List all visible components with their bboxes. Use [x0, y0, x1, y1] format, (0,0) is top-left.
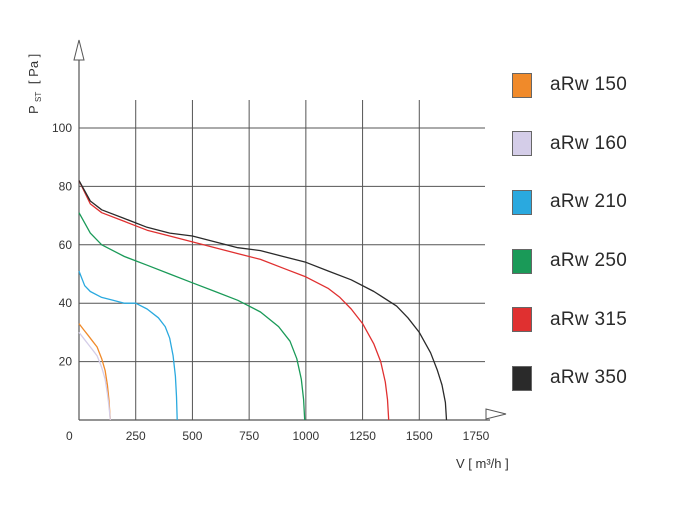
x-axis-arrow-icon: [485, 408, 507, 420]
origin-label: 0: [66, 429, 73, 443]
y-axis-label-unit: [ Pa ]: [26, 54, 41, 84]
legend-swatch: [512, 131, 532, 157]
legend-item: aRw 350: [512, 349, 672, 408]
y-tick-label: 80: [59, 179, 73, 193]
grid-lines: [79, 100, 485, 420]
legend-swatch: [512, 189, 532, 215]
legend: aRw 150 aRw 160 aRw 210 aRw 250 aRw 315 aRw 3…: [512, 56, 672, 408]
legend-label: aRw 160: [550, 132, 628, 154]
y-tick-label: 60: [59, 238, 73, 252]
series-line-1: [78, 332, 111, 421]
legend-label: aRw 315: [550, 308, 628, 330]
legend-item: aRw 315: [512, 290, 672, 349]
legend-label: aRw 150: [550, 74, 628, 96]
axes: [73, 39, 507, 421]
x-tick-label: 1750: [463, 429, 490, 443]
x-tick-label: 1000: [293, 429, 320, 443]
x-axis-label: V [ m³/h ]: [456, 456, 509, 471]
series-line-3: [78, 212, 306, 421]
series-curves: [78, 180, 448, 421]
legend-swatch: [512, 307, 532, 333]
series-line-0: [78, 323, 111, 421]
legend-item: aRw 160: [512, 115, 672, 174]
y-tick-label: 20: [59, 355, 73, 369]
legend-item: aRw 250: [512, 232, 672, 291]
legend-label: aRw 350: [550, 367, 628, 389]
legend-swatch: [512, 72, 532, 98]
legend-item: aRw 150: [512, 56, 672, 115]
x-tick-label: 1500: [406, 429, 433, 443]
x-tick-label: 1250: [349, 429, 376, 443]
series-line-2: [78, 270, 178, 421]
y-axis-label-sub: ST: [34, 92, 43, 102]
y-tick-label: 100: [52, 121, 72, 135]
legend-swatch: [512, 248, 532, 274]
series-line-5: [78, 180, 448, 421]
y-axis-label: P ST [ Pa ]: [26, 54, 44, 114]
legend-label: aRw 250: [550, 250, 628, 272]
series-line-4: [78, 180, 390, 421]
x-tick-label: 750: [239, 429, 259, 443]
y-axis-label-main: P: [26, 106, 41, 114]
legend-swatch: [512, 365, 532, 391]
legend-item: aRw 210: [512, 173, 672, 232]
x-tick-label: 500: [182, 429, 202, 443]
tick-labels: 20 40 60 80 100 250 500 750 1000 1250 1500 1750: [52, 121, 490, 443]
legend-label: aRw 210: [550, 191, 628, 213]
svg-text:P ST [ Pa ]: P ST [ Pa ]: [26, 54, 44, 114]
y-axis-arrow-icon: [73, 39, 85, 61]
y-tick-label: 40: [59, 296, 73, 310]
x-tick-label: 250: [126, 429, 146, 443]
